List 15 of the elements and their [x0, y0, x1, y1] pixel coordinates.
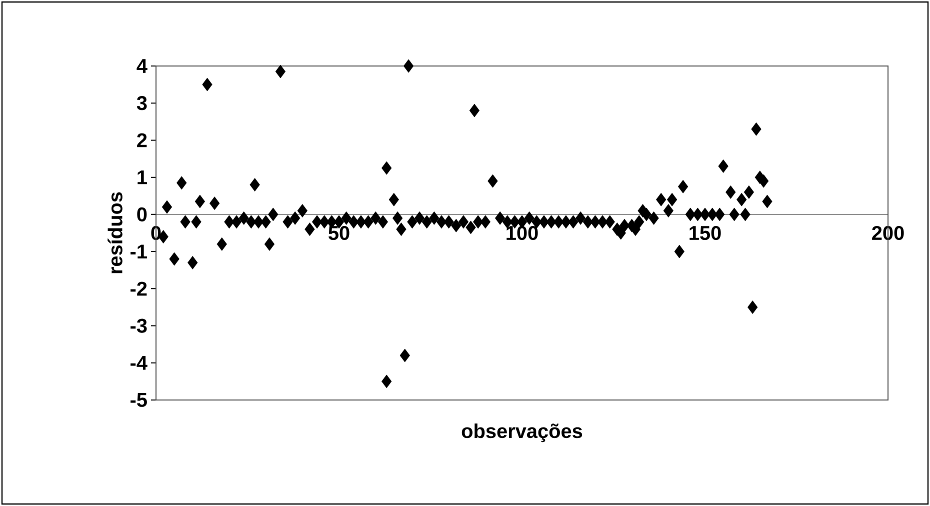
y-tick-label: 1	[138, 170, 147, 184]
y-tick-label: -3	[130, 318, 147, 333]
x-tick-label: 150	[690, 226, 721, 240]
y-axis-title: resíduos	[108, 192, 122, 274]
x-axis-title: observações	[462, 424, 582, 442]
y-tick-label: 4	[136, 59, 148, 73]
x-tick-label: 100	[506, 226, 538, 240]
y-tick-label: 0	[137, 207, 147, 222]
y-tick-label: -2	[130, 282, 147, 296]
y-tick-label: -1	[130, 244, 147, 258]
y-tick-label: -4	[130, 356, 148, 370]
y-tick-label: -5	[130, 393, 147, 407]
x-tick-label: 50	[328, 226, 350, 240]
y-tick-label: 3	[136, 96, 147, 110]
y-tick-label: 2	[137, 133, 147, 148]
